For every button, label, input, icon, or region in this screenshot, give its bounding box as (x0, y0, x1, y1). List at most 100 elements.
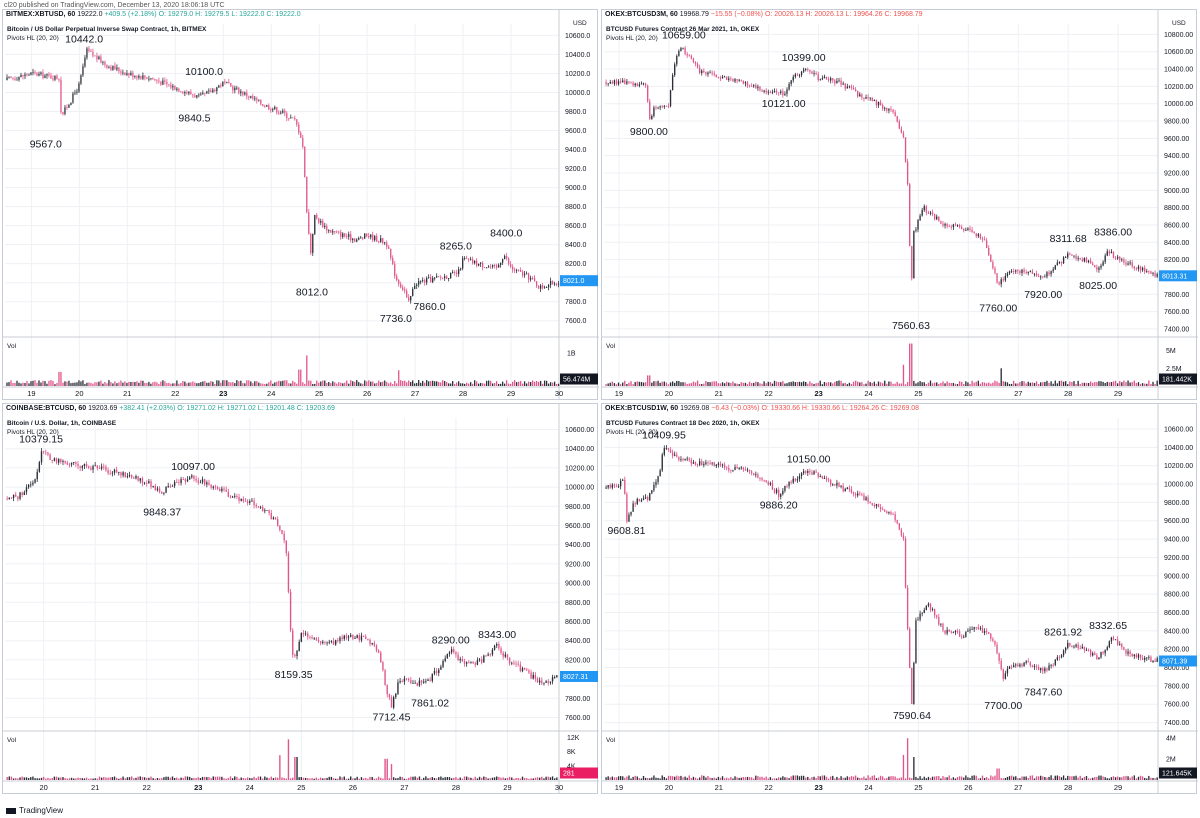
symbol-name[interactable]: OKEX:BTCUSD1W, 60 (605, 405, 679, 412)
candle-body (390, 248, 392, 259)
volume-bar (52, 380, 54, 386)
indicator-label: Pivots HL (20, 20) (7, 429, 59, 436)
candle-body (859, 94, 861, 97)
volume-bar (36, 778, 38, 780)
chart-panel-okex-dec[interactable]: OKEX:BTCUSD1W, 60 19269.08 −6.43 (−0.03%… (601, 403, 1198, 795)
candle (617, 484, 620, 488)
pivot-label: 10442.0 (65, 33, 103, 45)
candle (84, 55, 86, 68)
candle-body (1050, 271, 1052, 275)
candle-body (539, 285, 542, 289)
chart-panel-coinbase[interactable]: COINBASE:BTCUSD, 60 19203.69 +382.41 (+2… (2, 403, 599, 795)
pivot-label: 10097.00 (171, 461, 215, 473)
candle (1121, 642, 1123, 650)
chart-panel-bitmex[interactable]: BITMEX:XBTUSD, 60 19222.0 +409.5 (+2.18%… (2, 9, 599, 401)
candle-body (156, 79, 158, 81)
candle (827, 477, 830, 483)
candle (22, 74, 24, 80)
candle-body (755, 474, 757, 476)
footer-brand[interactable]: TradingView (6, 806, 63, 815)
candle-body (62, 460, 64, 462)
candle (1085, 647, 1088, 652)
volume-bar (1102, 776, 1104, 780)
candle (504, 651, 507, 659)
candle-body (20, 74, 22, 78)
candle-body (370, 234, 372, 238)
candle (12, 77, 14, 81)
volume-bar (605, 777, 607, 780)
candle-body (817, 472, 819, 477)
candle (484, 266, 486, 269)
volume-bar (169, 777, 172, 780)
candle (288, 118, 290, 121)
volume-value-tag (1159, 373, 1197, 385)
volume-bar (1146, 383, 1148, 386)
candle-body (472, 661, 474, 664)
candle-body (994, 268, 996, 274)
candle-body (1002, 669, 1004, 679)
candle (499, 262, 502, 268)
chart-canvas[interactable]: BTCUSD Futures Contract 18 Dec 2020, 1h,… (602, 404, 1198, 795)
candle (369, 638, 371, 647)
volume-bar (744, 777, 747, 780)
candle (1006, 271, 1009, 278)
volume-bar (279, 755, 281, 780)
symbol-name[interactable]: OKEX:BTCUSD3M, 60 (605, 11, 678, 18)
symbol-name[interactable]: BITMEX:XBTUSD, 60 (6, 11, 76, 18)
volume-bar (346, 380, 348, 386)
volume-bar (6, 777, 8, 780)
volume-bar (260, 383, 262, 386)
candle (96, 465, 99, 471)
volume-bar (1083, 382, 1086, 386)
volume-bar (750, 777, 753, 780)
candle-body (373, 643, 376, 646)
candle-body (609, 485, 611, 488)
candle (723, 75, 726, 78)
volume-bar (977, 778, 980, 780)
symbol-name[interactable]: COINBASE:BTCUSD, 60 (6, 405, 87, 412)
candle-body (418, 680, 421, 686)
candle-body (236, 495, 238, 497)
volume-bar (778, 382, 780, 386)
candle-body (823, 477, 826, 479)
candle (1044, 666, 1046, 674)
candle (294, 115, 296, 121)
volume-bar (1040, 382, 1042, 386)
candle (840, 485, 842, 489)
candle (674, 62, 676, 78)
candle (988, 245, 990, 257)
candle (996, 273, 998, 284)
candle-body (195, 478, 197, 481)
candle (973, 626, 975, 632)
chart-canvas[interactable]: BTCUSD Futures Contract 26 Mar 2021, 1h,… (602, 10, 1198, 401)
candle (430, 274, 432, 283)
candle-body (923, 206, 925, 210)
candle-body (438, 669, 440, 674)
chart-title: BTCUSD Futures Contract 18 Dec 2020, 1h,… (606, 420, 760, 427)
volume-bar (519, 778, 522, 780)
candle (531, 276, 534, 280)
candle-body (186, 479, 189, 482)
volume-bar (815, 778, 817, 780)
candle-body (696, 63, 699, 68)
candle-body (698, 67, 701, 74)
chart-canvas[interactable]: Bitcoin / US Dollar Perpetual Inverse Sw… (3, 10, 599, 401)
volume-bar (549, 777, 552, 780)
candle (1062, 649, 1065, 658)
volume-bar (1133, 775, 1135, 780)
candle-body (448, 652, 451, 654)
candle-body (925, 605, 928, 610)
chart-canvas[interactable]: Bitcoin / U.S. Dollar, 1h, COINBASEPivot… (3, 404, 599, 795)
volume-bar (158, 778, 161, 780)
candle-body (701, 70, 703, 74)
volume-bar (40, 777, 43, 780)
volume-bar (1077, 777, 1079, 780)
candle (846, 486, 848, 490)
volume-bar (1050, 775, 1052, 780)
symbol-change: +409.5 (+2.18%) (104, 11, 157, 18)
chart-panel-okex-mar[interactable]: OKEX:BTCUSD3M, 60 19968.79 −15.55 (−0.08… (601, 9, 1198, 401)
volume-bar (165, 776, 167, 780)
candle (1019, 269, 1021, 276)
candle (651, 114, 653, 120)
candle (50, 72, 52, 79)
